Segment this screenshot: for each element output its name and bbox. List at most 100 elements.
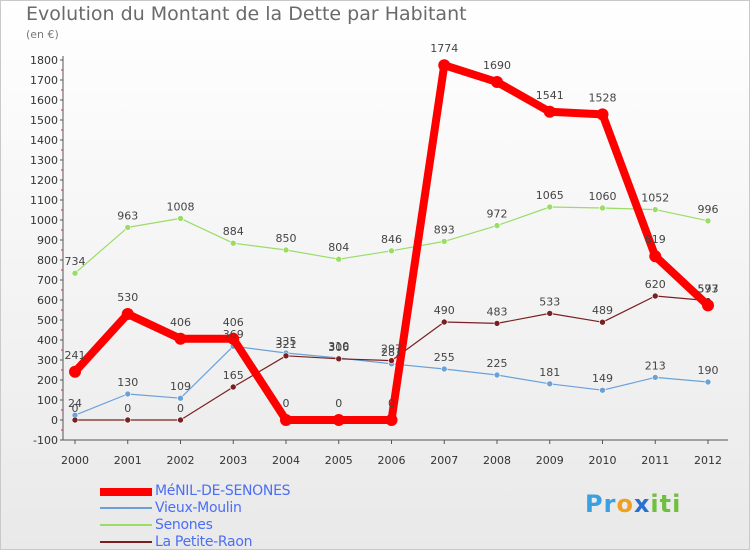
- x-tick-label: 2011: [641, 454, 669, 467]
- data-point: [282, 352, 290, 360]
- y-tick-label: 400: [37, 334, 58, 347]
- logo-part: iti: [650, 490, 682, 518]
- data-label: 306: [328, 341, 349, 354]
- data-point: [332, 414, 345, 426]
- legend-item: La Petite-Raon: [100, 534, 360, 552]
- data-label: 0: [335, 397, 342, 410]
- data-label: 225: [487, 357, 508, 370]
- y-tick-label: 600: [37, 294, 58, 307]
- data-point: [121, 308, 134, 320]
- data-label: 0: [177, 402, 184, 415]
- data-label: 321: [276, 338, 297, 351]
- logo-part: o: [616, 490, 634, 518]
- data-point: [651, 374, 659, 381]
- y-tick-label: 0: [51, 414, 58, 427]
- data-label: 884: [223, 225, 244, 238]
- data-label: 130: [117, 376, 138, 389]
- legend-swatch-senones: [100, 524, 152, 526]
- y-tick-label: 1400: [30, 134, 58, 147]
- x-tick-label: 2008: [483, 454, 511, 467]
- data-label: 1774: [430, 42, 458, 55]
- data-point: [704, 378, 712, 386]
- data-point: [651, 206, 659, 213]
- data-point: [599, 318, 606, 326]
- y-tick-label: 1300: [30, 154, 58, 167]
- data-label: 1528: [589, 91, 617, 104]
- data-point: [177, 394, 184, 402]
- data-label: 241: [65, 349, 86, 362]
- data-point: [493, 320, 501, 327]
- data-label: 0: [124, 402, 131, 415]
- y-tick-label: 700: [37, 274, 58, 287]
- legend-label-petite-raon: La Petite-Raon: [155, 534, 253, 550]
- data-point: [124, 224, 132, 231]
- x-tick-label: 2003: [219, 454, 247, 467]
- x-tick-label: 2001: [114, 454, 142, 467]
- data-point: [69, 365, 81, 378]
- x-tick-label: 2006: [378, 454, 406, 467]
- y-tick-label: 300: [37, 354, 58, 367]
- data-label: 213: [645, 359, 666, 372]
- y-tick-label: 1700: [30, 74, 58, 87]
- data-label: 369: [223, 328, 244, 341]
- legend-swatch-menil: [100, 488, 152, 496]
- data-label: 149: [592, 372, 613, 385]
- data-label: 335: [276, 335, 297, 348]
- data-point: [385, 414, 398, 426]
- legend-swatch-vieux-moulin: [100, 507, 152, 509]
- data-point: [227, 332, 240, 345]
- y-tick-label: 800: [37, 254, 58, 267]
- data-label: 109: [170, 380, 191, 393]
- y-tick-label: 1800: [30, 54, 58, 67]
- data-point: [229, 383, 237, 391]
- legend-item: Senones: [100, 517, 360, 535]
- data-label: 181: [539, 366, 560, 379]
- x-tick-label: 2009: [536, 454, 564, 467]
- data-point: [388, 247, 395, 255]
- legend-label-senones: Senones: [155, 517, 213, 533]
- legend: MéNIL-DE-SENONES Vieux-Moulin Senones La…: [100, 483, 360, 552]
- data-point: [282, 246, 290, 254]
- data-label: 530: [117, 291, 138, 304]
- data-point: [546, 203, 554, 211]
- x-tick-label: 2000: [61, 454, 89, 467]
- data-label: 297: [381, 343, 402, 356]
- data-label: 190: [698, 364, 719, 377]
- data-label: 597: [698, 283, 719, 296]
- legend-label-menil: MéNIL-DE-SENONES: [155, 483, 291, 499]
- data-point: [388, 357, 395, 364]
- x-tick-label: 2010: [589, 454, 617, 467]
- data-label: 972: [487, 208, 508, 221]
- data-label: 573: [698, 282, 719, 295]
- data-point: [440, 318, 448, 326]
- data-label: 165: [223, 369, 244, 382]
- data-label: 24: [68, 397, 82, 410]
- data-label: 533: [539, 295, 560, 308]
- x-tick-label: 2005: [325, 454, 353, 467]
- data-point: [174, 332, 187, 345]
- data-label: 1690: [483, 59, 511, 72]
- data-label: 846: [381, 233, 402, 246]
- x-tick-label: 2002: [167, 454, 195, 467]
- data-point: [71, 269, 79, 277]
- data-label: 1008: [167, 200, 195, 213]
- data-label: 490: [434, 304, 455, 317]
- data-point: [124, 416, 132, 424]
- y-tick-label: 1500: [30, 114, 58, 127]
- data-label: 0: [283, 397, 290, 410]
- data-label: 734: [65, 255, 86, 268]
- legend-label-vieux-moulin: Vieux-Moulin: [155, 500, 242, 516]
- data-label: 620: [645, 278, 666, 291]
- data-point: [280, 414, 292, 426]
- data-label: 0: [388, 397, 395, 410]
- chart-title: Evolution du Montant de la Dette par Hab…: [26, 3, 467, 25]
- x-tick-label: 2004: [272, 454, 300, 467]
- data-label: 0: [72, 402, 79, 415]
- data-point: [599, 204, 606, 212]
- data-point: [493, 371, 501, 379]
- data-point: [493, 222, 501, 229]
- logo-part: Pr: [585, 490, 617, 518]
- legend-swatch-petite-raon: [100, 541, 152, 543]
- data-label: 1065: [536, 189, 564, 202]
- x-tick-label: 2007: [430, 454, 458, 467]
